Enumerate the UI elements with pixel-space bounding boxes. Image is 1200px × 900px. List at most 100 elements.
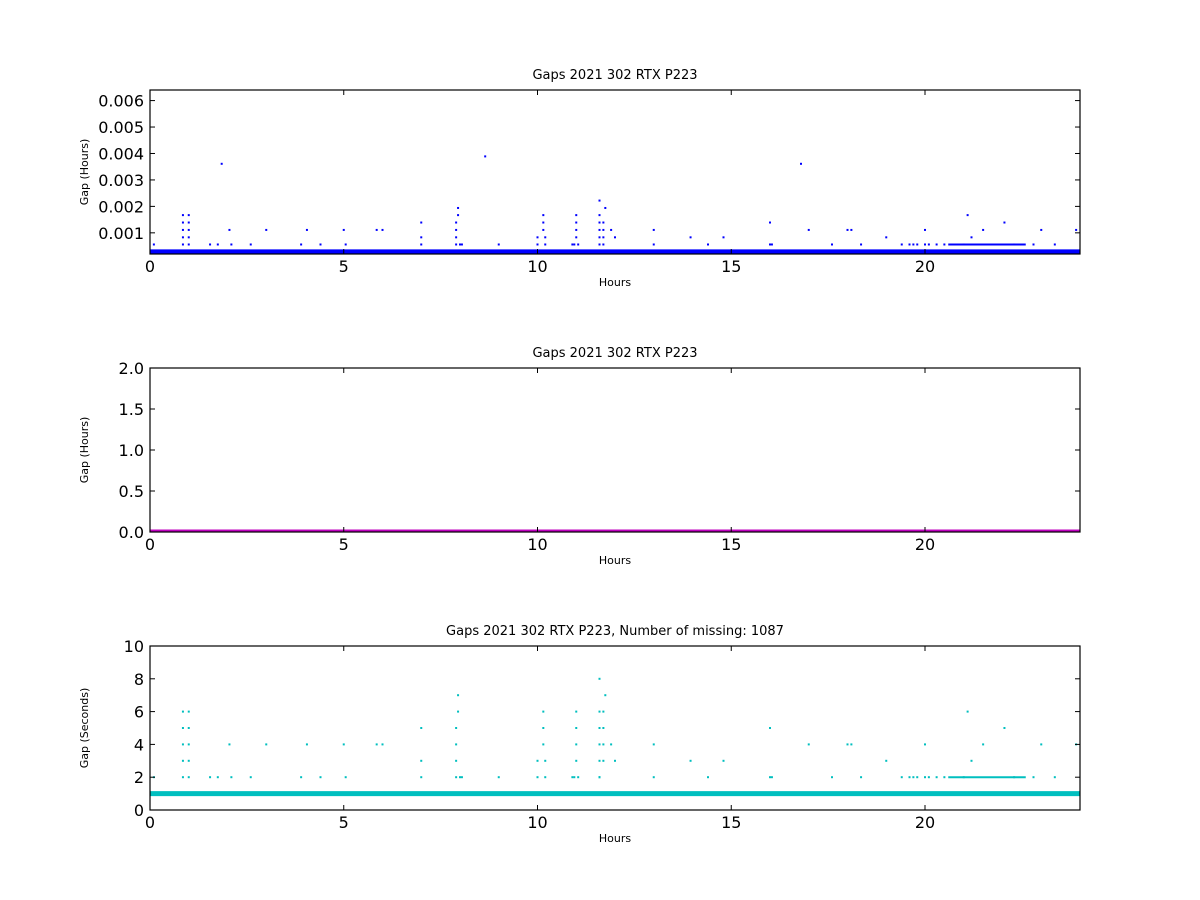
data-point (707, 776, 709, 779)
data-point (228, 743, 231, 746)
data-point (573, 243, 576, 246)
data-point (722, 759, 725, 762)
data-point (381, 743, 384, 746)
data-point (604, 694, 607, 697)
data-point (943, 776, 946, 779)
data-point (455, 243, 458, 246)
data-point (598, 743, 601, 746)
plot-area (150, 155, 1080, 254)
data-point (381, 228, 384, 231)
data-point (187, 221, 190, 224)
data-point (209, 776, 212, 779)
data-point (187, 214, 190, 217)
data-point (962, 243, 965, 246)
data-point (598, 236, 601, 239)
data-point (181, 236, 184, 239)
y-tick-label: 2.0 (119, 359, 144, 378)
data-point (152, 243, 155, 246)
y-tick-label: 4 (134, 735, 144, 754)
data-point (935, 776, 938, 779)
data-point (459, 243, 461, 246)
axes-frame (149, 645, 1081, 811)
data-point (230, 776, 233, 779)
data-point (420, 221, 423, 224)
data-point (652, 228, 655, 231)
chart-panel-2: Gaps 2021 302 RTX P223 Hours Gap (Hours) 0 5… (78, 346, 1081, 567)
data-point (831, 776, 833, 779)
data-point (300, 776, 303, 779)
data-point (831, 243, 833, 246)
data-point (181, 710, 184, 713)
data-point (181, 776, 184, 779)
data-point (575, 743, 578, 746)
data-point (1032, 243, 1035, 246)
x-axis-label: Hours (599, 276, 631, 289)
data-point (420, 727, 423, 729)
data-point (769, 776, 771, 779)
data-point (187, 228, 190, 231)
data-point (850, 228, 853, 231)
data-point (602, 228, 605, 231)
data-point (943, 243, 946, 246)
data-point (216, 243, 219, 246)
data-point (249, 776, 252, 779)
data-point (602, 243, 605, 246)
data-point (970, 236, 973, 239)
data-point (249, 243, 252, 246)
data-point (912, 243, 915, 246)
data-point (209, 243, 212, 246)
data-point (420, 759, 423, 762)
y-tick-label: 8 (134, 670, 144, 689)
data-point (342, 228, 345, 231)
y-tick-label: 0.002 (98, 197, 144, 216)
data-point (598, 727, 601, 729)
data-point (912, 776, 915, 779)
x-tick-label: 15 (721, 257, 741, 276)
data-point (455, 776, 458, 779)
data-point (460, 243, 463, 246)
data-point (542, 221, 545, 224)
data-point (187, 727, 190, 729)
data-point (300, 243, 303, 246)
data-point (571, 776, 574, 779)
data-point (966, 710, 969, 713)
data-point (927, 776, 930, 779)
data-point (885, 236, 888, 239)
data-point (544, 759, 547, 762)
chart-title: Gaps 2021 302 RTX P223, Number of missin… (446, 624, 784, 639)
data-point (575, 221, 578, 224)
data-point (575, 759, 578, 762)
data-point (769, 243, 771, 246)
data-point (536, 759, 539, 762)
data-point (455, 221, 458, 224)
data-point (1075, 228, 1078, 231)
x-tick-label: 5 (339, 813, 349, 832)
data-point (966, 214, 969, 217)
data-point (187, 243, 190, 246)
data-point (908, 776, 911, 779)
data-point (598, 228, 601, 231)
data-point (769, 727, 771, 729)
data-point (497, 243, 500, 246)
data-point (722, 236, 725, 239)
x-tick-label: 0 (145, 257, 155, 276)
data-point (614, 759, 616, 762)
data-point (598, 776, 601, 779)
x-tick-label: 20 (915, 257, 935, 276)
data-point (542, 228, 545, 231)
data-point (689, 759, 692, 762)
x-axis-label: Hours (599, 554, 631, 567)
data-point (181, 759, 184, 762)
y-axis-label: Gap (Seconds) (78, 688, 91, 769)
data-point (770, 776, 773, 779)
y-tick-label: 0.001 (98, 224, 144, 243)
data-point (455, 743, 458, 746)
data-point (935, 243, 938, 246)
y-axis-label: Gap (Hours) (78, 417, 91, 484)
data-point (457, 206, 460, 209)
chart-title: Gaps 2021 302 RTX P223 (532, 346, 697, 361)
data-point (375, 743, 378, 746)
data-point (800, 162, 802, 165)
data-point (1013, 243, 1016, 246)
data-point (573, 776, 576, 779)
